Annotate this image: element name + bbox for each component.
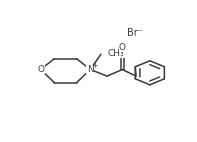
Text: O: O (119, 43, 126, 52)
Text: O: O (37, 65, 44, 74)
Text: Br⁻: Br⁻ (127, 28, 142, 38)
Text: N: N (87, 65, 94, 74)
Text: CH₃: CH₃ (108, 49, 125, 58)
Text: +: + (92, 61, 98, 70)
